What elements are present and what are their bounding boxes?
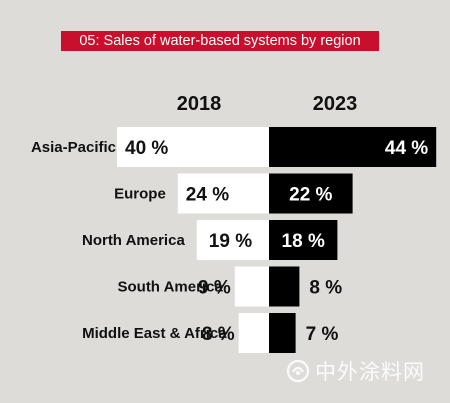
watermark-logo-icon	[286, 359, 310, 383]
value-label-2018-1: 24 %	[186, 185, 229, 206]
value-label-2018-3: 9 %	[198, 278, 231, 299]
value-label-2018-2: 19 %	[209, 231, 252, 252]
category-label-4: Middle East & Africa	[82, 325, 227, 342]
value-label-2023-4: 7 %	[306, 324, 339, 345]
bar-2018-4	[238, 313, 269, 353]
value-label-2023-1: 22 %	[289, 185, 332, 206]
category-label-2: North America	[82, 232, 185, 249]
bar-2018-1	[177, 173, 269, 214]
category-label-0: Asia-Pacific	[31, 139, 116, 156]
bar-2023-2	[269, 220, 338, 260]
value-label-2018-4: 8 %	[202, 324, 235, 345]
bar-2023-1	[269, 173, 353, 214]
bar-2018-3	[234, 266, 269, 307]
chart-title: 05: Sales of water-based systems by regi…	[61, 31, 379, 51]
bar-2018-0	[117, 127, 269, 167]
category-label-3: South America	[117, 279, 223, 296]
series-header-2023: 2023	[313, 93, 358, 115]
value-label-2023-0: 44 %	[385, 138, 428, 159]
value-label-2018-0: 40 %	[125, 138, 168, 159]
bar-2018-2	[196, 220, 269, 260]
bar-2023-0	[269, 127, 437, 167]
watermark-text: 中外涂料网	[315, 361, 425, 384]
value-label-2023-2: 18 %	[282, 231, 325, 252]
bar-2023-3	[269, 266, 300, 307]
bar-2023-4	[269, 313, 296, 353]
series-header-2018: 2018	[177, 93, 222, 115]
category-label-1: Europe	[114, 186, 166, 203]
value-label-2023-3: 8 %	[309, 278, 342, 299]
watermark: 中外涂料网	[286, 356, 425, 386]
